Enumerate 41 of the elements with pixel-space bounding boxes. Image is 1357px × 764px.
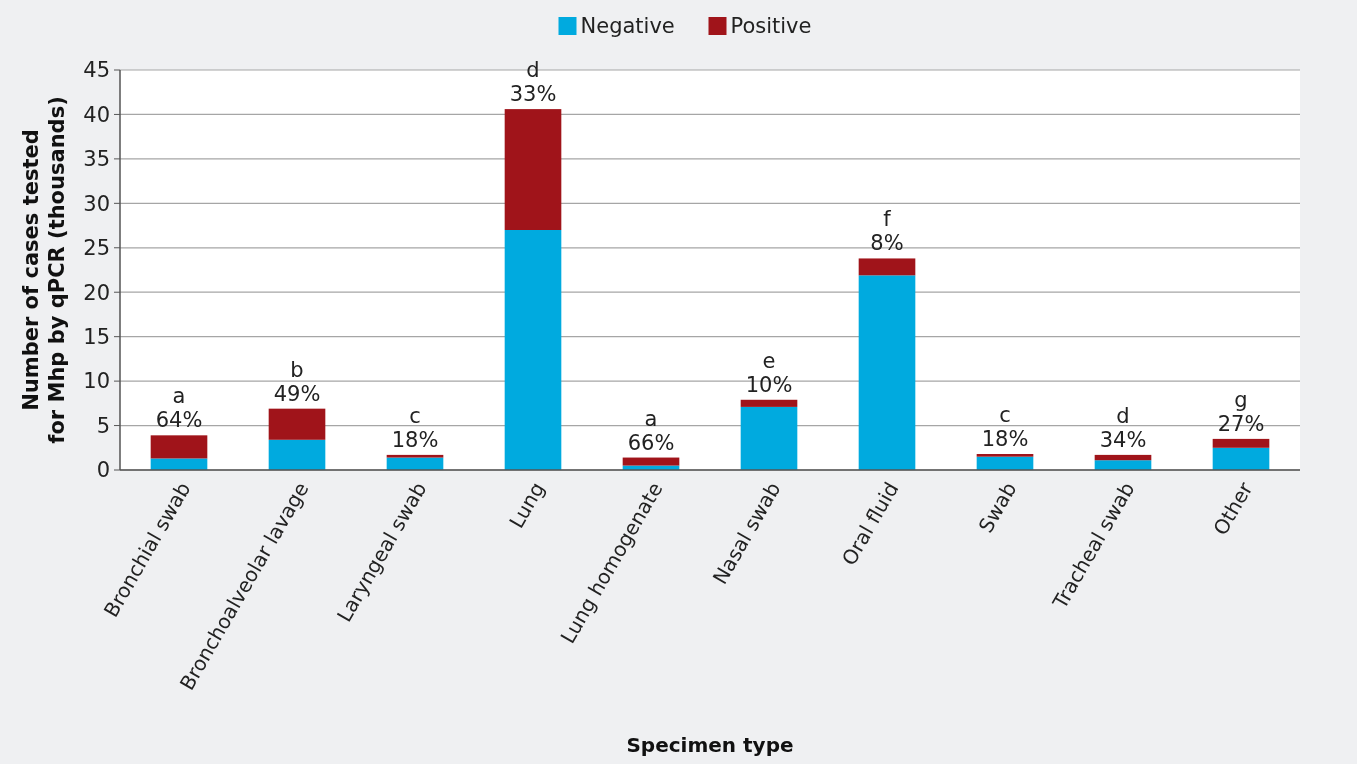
y-tick-label: 0: [96, 458, 110, 483]
annotation: e 10%: [745, 348, 793, 397]
annotation: c 18%: [981, 403, 1029, 451]
annotation: c 18%: [391, 403, 439, 452]
y-tick-label: 35: [83, 147, 110, 172]
bar: [858, 275, 916, 470]
bar: [1212, 447, 1270, 470]
bar: [504, 109, 562, 230]
annotation: f 8%: [870, 207, 904, 256]
x-axis-title: Specimen type: [626, 733, 794, 757]
y-tick-label: 25: [83, 236, 110, 261]
annotation: b 49%: [273, 357, 321, 406]
bar: [1094, 454, 1152, 461]
bar: [150, 458, 208, 470]
bar: [150, 435, 208, 459]
bar: [268, 439, 326, 470]
y-tick-label: 5: [96, 413, 110, 438]
y-axis-title: Number of cases tested for Mhp by qPCR (thousands): [19, 96, 69, 444]
annotation: a 66%: [627, 406, 675, 455]
annotation: d 34%: [1099, 403, 1147, 452]
bar: [268, 408, 326, 440]
legend-label: Positive: [730, 14, 812, 39]
bar: [740, 399, 798, 407]
y-tick-label: 10: [83, 369, 110, 394]
legend-label: Negative: [580, 14, 675, 39]
bar: [976, 454, 1034, 457]
y-tick-label: 45: [83, 58, 110, 83]
bar: [1212, 438, 1270, 448]
y-tick-label: 30: [83, 191, 110, 216]
annotation: d 33%: [509, 58, 557, 107]
y-tick-label: 40: [83, 102, 110, 127]
bar: [858, 258, 916, 276]
bar: [740, 406, 798, 470]
bar: [504, 230, 562, 470]
bar: [622, 457, 680, 466]
y-tick-label: 20: [83, 280, 110, 305]
bar: [386, 454, 444, 458]
annotation: a 64%: [155, 384, 203, 433]
annotation: g 27%: [1217, 387, 1265, 436]
y-tick-label: 15: [83, 325, 110, 350]
bar: [1094, 460, 1152, 470]
